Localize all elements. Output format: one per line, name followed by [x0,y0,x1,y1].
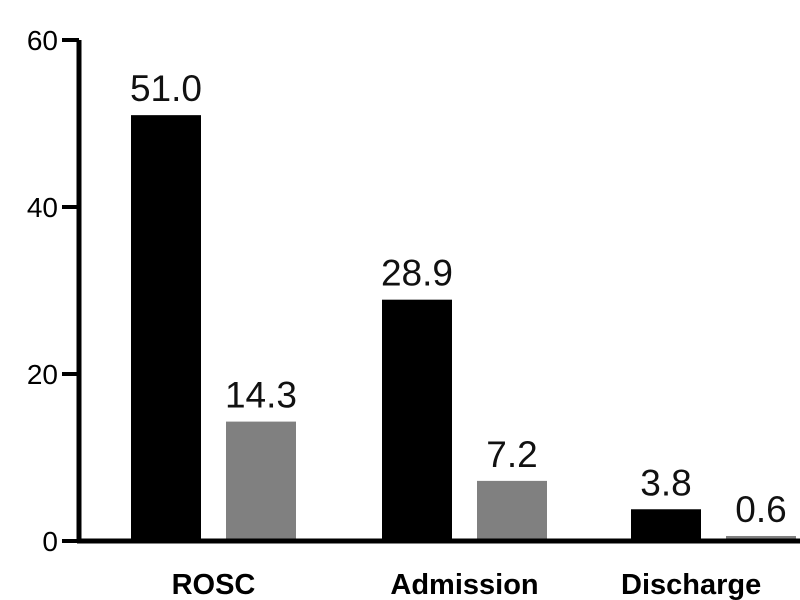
bar-discharge-series-2 [726,535,796,541]
bars [131,115,796,542]
bar-value-label: 0.6 [735,489,786,530]
x-category-label: Admission [390,569,538,600]
y-axis-ticks: 0 20 40 60 [27,25,79,557]
y-tick-label: 20 [27,359,58,390]
bar-value-label: 3.8 [640,462,691,503]
x-category-label: Discharge [621,569,761,600]
bar-value-label: 28.9 [381,253,453,294]
bar-admission-series-2 [477,480,547,541]
y-tick-label: 40 [27,192,58,223]
bar-discharge-series-1 [631,509,701,541]
y-tick-label: 0 [42,526,58,557]
y-tick-label: 60 [27,25,58,56]
bar-rosc-series-1 [131,115,201,542]
bar-value-label: 14.3 [225,375,297,416]
x-category-label: ROSC [172,569,256,600]
bar-admission-series-1 [382,299,452,541]
bar-value-label: 51.0 [130,68,202,109]
bar-value-labels: 51.0 28.9 3.8 14.3 7.2 0.6 [130,68,787,530]
bar-rosc-series-2 [226,421,296,541]
bar-value-label: 7.2 [486,434,537,475]
x-axis-category-labels: ROSC Admission Discharge [172,569,762,600]
